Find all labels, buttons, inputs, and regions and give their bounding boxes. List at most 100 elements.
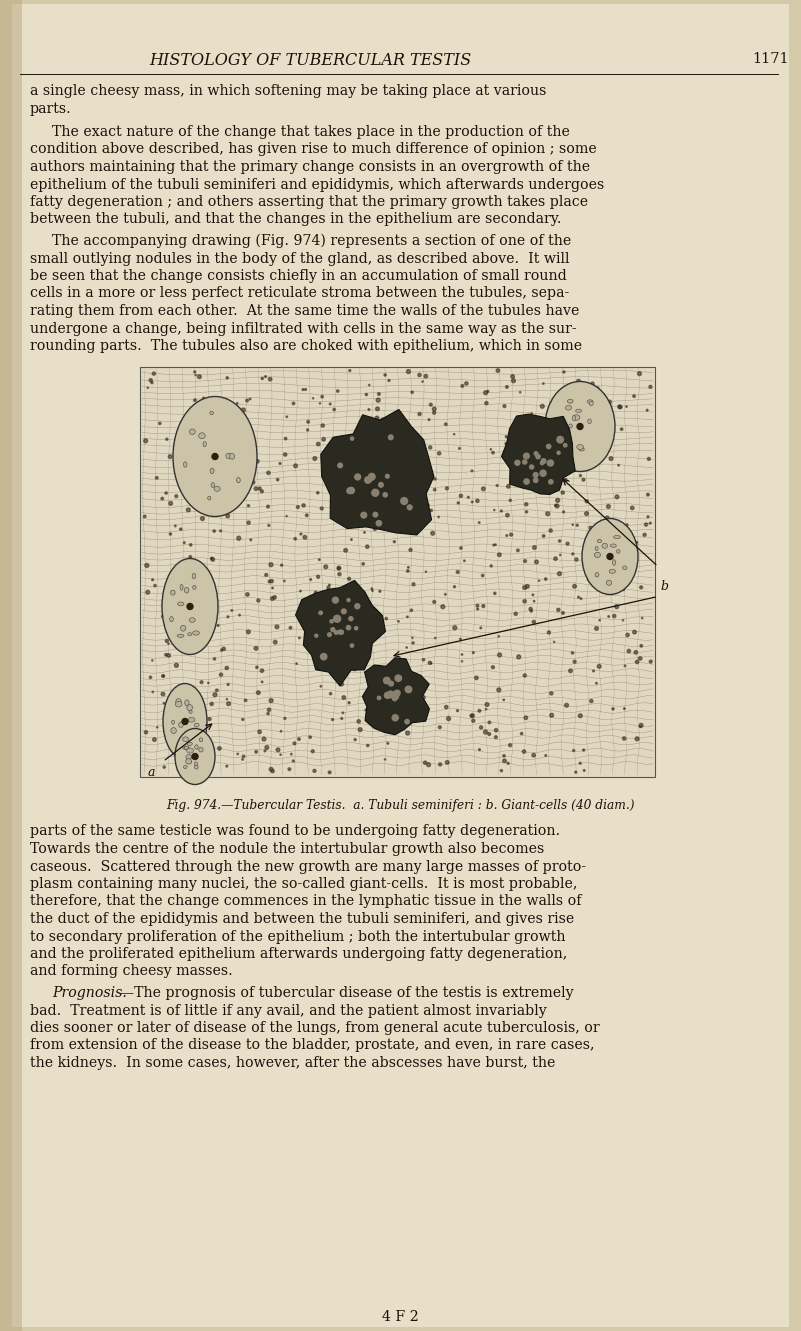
Text: and forming cheesy masses.: and forming cheesy masses.: [30, 965, 233, 978]
Circle shape: [503, 699, 505, 700]
Ellipse shape: [602, 543, 608, 548]
Circle shape: [342, 696, 345, 699]
Ellipse shape: [187, 704, 192, 711]
Circle shape: [523, 586, 526, 590]
Circle shape: [191, 465, 194, 469]
Circle shape: [320, 624, 322, 627]
Circle shape: [341, 507, 344, 510]
Circle shape: [573, 749, 574, 752]
Circle shape: [246, 592, 249, 596]
Circle shape: [268, 580, 271, 583]
Ellipse shape: [582, 519, 638, 595]
Circle shape: [372, 590, 373, 591]
Circle shape: [288, 768, 291, 771]
Circle shape: [364, 476, 371, 483]
Circle shape: [609, 457, 613, 461]
Circle shape: [478, 522, 480, 523]
Circle shape: [393, 540, 396, 543]
Circle shape: [484, 391, 488, 395]
Circle shape: [183, 715, 186, 717]
Circle shape: [509, 744, 512, 747]
Circle shape: [330, 616, 332, 618]
Circle shape: [549, 692, 553, 695]
Circle shape: [338, 469, 341, 473]
Circle shape: [557, 437, 563, 443]
Circle shape: [385, 474, 389, 478]
Circle shape: [328, 584, 330, 586]
Circle shape: [248, 504, 250, 507]
Circle shape: [409, 548, 412, 551]
Circle shape: [562, 491, 565, 494]
Circle shape: [351, 539, 352, 540]
Ellipse shape: [185, 700, 189, 705]
Circle shape: [190, 543, 192, 546]
Circle shape: [195, 638, 198, 639]
Circle shape: [411, 703, 413, 704]
Circle shape: [332, 598, 338, 603]
Text: fatty degeneration ; and others asserting that the primary growth takes place: fatty degeneration ; and others assertin…: [30, 196, 588, 209]
Circle shape: [294, 465, 297, 467]
Circle shape: [260, 490, 264, 492]
Circle shape: [480, 627, 481, 628]
Circle shape: [573, 584, 577, 588]
Ellipse shape: [195, 723, 199, 727]
Circle shape: [484, 729, 488, 733]
Circle shape: [405, 731, 409, 735]
Circle shape: [262, 737, 266, 741]
Circle shape: [575, 771, 577, 773]
Circle shape: [194, 588, 196, 591]
Circle shape: [338, 630, 342, 634]
Circle shape: [179, 528, 182, 530]
Circle shape: [365, 544, 369, 548]
Circle shape: [407, 504, 412, 510]
Ellipse shape: [595, 547, 598, 551]
Circle shape: [541, 462, 544, 465]
Circle shape: [183, 607, 185, 608]
Circle shape: [392, 693, 398, 700]
Ellipse shape: [617, 550, 620, 554]
Ellipse shape: [177, 635, 184, 638]
Circle shape: [482, 604, 485, 607]
Ellipse shape: [207, 496, 211, 500]
Circle shape: [557, 437, 560, 439]
Circle shape: [583, 769, 585, 772]
Polygon shape: [296, 580, 385, 685]
Circle shape: [402, 673, 404, 676]
Circle shape: [563, 371, 565, 373]
Circle shape: [194, 708, 197, 711]
Ellipse shape: [587, 399, 593, 403]
Circle shape: [315, 634, 318, 638]
Circle shape: [638, 656, 642, 660]
Circle shape: [309, 736, 312, 739]
Circle shape: [217, 624, 219, 627]
Circle shape: [636, 542, 638, 543]
Circle shape: [166, 438, 168, 441]
Circle shape: [593, 669, 594, 672]
Circle shape: [298, 737, 300, 740]
Circle shape: [562, 611, 565, 615]
Circle shape: [635, 737, 639, 741]
Circle shape: [336, 390, 339, 393]
Circle shape: [396, 454, 400, 457]
Circle shape: [328, 632, 332, 636]
Circle shape: [509, 499, 511, 502]
Circle shape: [336, 439, 337, 441]
Circle shape: [533, 473, 538, 478]
Circle shape: [509, 534, 513, 536]
Circle shape: [396, 691, 400, 695]
Circle shape: [524, 453, 529, 459]
Circle shape: [236, 402, 238, 405]
Circle shape: [348, 370, 351, 371]
Text: caseous.  Scattered through the new growth are many large masses of proto-: caseous. Scattered through the new growt…: [30, 860, 586, 873]
Circle shape: [341, 494, 344, 496]
Circle shape: [485, 703, 489, 707]
Circle shape: [163, 703, 165, 704]
Bar: [140, 366, 655, 776]
Circle shape: [606, 516, 609, 519]
Ellipse shape: [214, 486, 220, 491]
Circle shape: [190, 612, 192, 614]
Ellipse shape: [163, 684, 207, 760]
Circle shape: [247, 520, 250, 524]
Circle shape: [237, 536, 241, 540]
Circle shape: [270, 579, 273, 583]
